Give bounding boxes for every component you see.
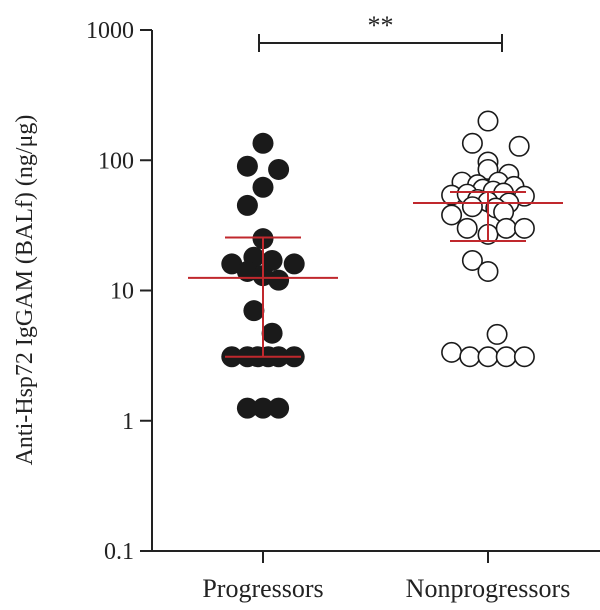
point-progressors: [283, 253, 305, 275]
point-nonprogressors: [456, 217, 478, 239]
point-nonprogressors: [513, 217, 535, 239]
point-progressors: [236, 194, 258, 216]
y-tick-label: 1: [122, 409, 134, 435]
point-progressors: [252, 176, 274, 198]
point-nonprogressors: [486, 323, 508, 345]
data-points: [221, 110, 535, 419]
y-axis-label: Anti-Hsp72 IgGAM (BALf) (ng/μg): [12, 115, 38, 466]
point-progressors: [221, 253, 243, 275]
point-nonprogressors: [461, 196, 483, 218]
point-nonprogressors: [459, 346, 481, 368]
point-nonprogressors: [513, 346, 535, 368]
point-progressors: [252, 132, 274, 154]
significance-bracket: **: [258, 11, 503, 52]
significance-label: **: [368, 11, 394, 40]
y-tick-label: 0.1: [104, 539, 134, 565]
point-nonprogressors: [441, 204, 463, 226]
point-nonprogressors: [477, 260, 499, 282]
point-progressors: [252, 397, 274, 419]
point-nonprogressors: [461, 132, 483, 154]
point-nonprogressors: [495, 346, 517, 368]
point-progressors: [268, 397, 290, 419]
x-tick-label: Progressors: [202, 574, 323, 603]
point-nonprogressors: [441, 341, 463, 363]
y-tick-label: 100: [98, 148, 134, 174]
point-nonprogressors: [461, 249, 483, 271]
point-nonprogressors: [495, 217, 517, 239]
x-tick-label: Nonprogressors: [406, 574, 571, 603]
point-progressors: [236, 397, 258, 419]
x-ticks: Progressors Nonprogressors: [202, 551, 570, 603]
point-progressors: [268, 158, 290, 180]
axes: [151, 30, 600, 552]
point-progressors: [268, 269, 290, 291]
point-progressors: [261, 249, 283, 271]
point-nonprogressors: [477, 346, 499, 368]
y-tick-label: 10: [110, 279, 134, 305]
median-iqr-bars: [188, 191, 563, 358]
y-tick-label: 1000: [86, 18, 134, 44]
point-nonprogressors: [508, 135, 530, 157]
point-progressors: [236, 155, 258, 177]
point-progressors: [243, 300, 265, 322]
y-ticks: 0.1 1 10 100 1000: [86, 18, 152, 565]
point-nonprogressors: [477, 110, 499, 132]
point-progressors: [261, 322, 283, 344]
